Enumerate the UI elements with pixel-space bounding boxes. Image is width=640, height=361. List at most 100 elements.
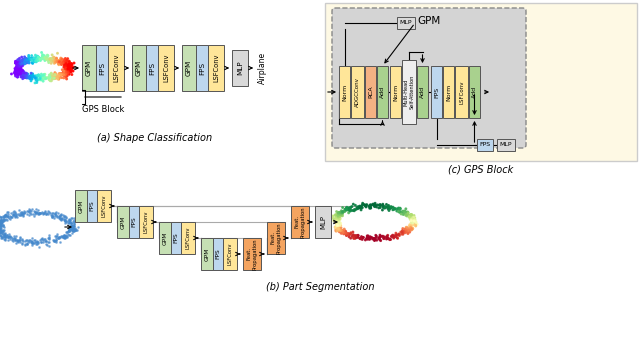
- Point: [13, 212, 23, 217]
- Point: [395, 205, 405, 211]
- Point: [61, 229, 72, 235]
- Point: [330, 225, 340, 230]
- Point: [408, 219, 418, 225]
- Point: [37, 236, 47, 242]
- Point: [346, 230, 356, 236]
- Point: [15, 239, 25, 244]
- Point: [61, 68, 71, 74]
- Point: [331, 216, 341, 221]
- Point: [40, 55, 51, 60]
- Point: [55, 74, 65, 80]
- Point: [67, 61, 77, 66]
- Text: GPM: GPM: [86, 60, 92, 76]
- Point: [340, 231, 351, 236]
- Point: [15, 62, 25, 68]
- Point: [6, 237, 17, 243]
- Point: [51, 56, 61, 62]
- Point: [349, 234, 360, 239]
- Point: [11, 71, 21, 77]
- Point: [51, 75, 61, 81]
- Point: [15, 62, 26, 68]
- Point: [0, 214, 8, 219]
- Point: [67, 230, 77, 236]
- Point: [362, 233, 372, 239]
- Point: [0, 218, 2, 224]
- Point: [55, 71, 65, 77]
- Point: [408, 214, 419, 220]
- Point: [28, 240, 38, 246]
- Point: [332, 220, 342, 226]
- Point: [68, 221, 79, 227]
- Point: [336, 225, 346, 231]
- Point: [19, 59, 29, 65]
- Point: [335, 209, 346, 215]
- Point: [19, 208, 29, 214]
- Point: [17, 73, 27, 79]
- Point: [67, 226, 77, 232]
- Point: [61, 71, 71, 77]
- Point: [334, 223, 344, 229]
- Point: [25, 56, 35, 62]
- Point: [13, 63, 24, 69]
- Point: [401, 224, 412, 230]
- Point: [27, 76, 37, 82]
- Point: [55, 213, 65, 218]
- Point: [14, 68, 24, 74]
- Point: [60, 72, 70, 78]
- Point: [56, 233, 67, 239]
- Point: [0, 219, 5, 225]
- Point: [0, 212, 10, 218]
- Point: [387, 234, 397, 239]
- Point: [377, 234, 387, 239]
- Point: [38, 52, 48, 58]
- Point: [407, 226, 417, 232]
- Point: [408, 218, 419, 224]
- Point: [0, 221, 6, 226]
- Point: [348, 229, 358, 235]
- Point: [3, 213, 13, 218]
- Point: [347, 204, 357, 209]
- Point: [49, 54, 59, 60]
- Point: [0, 217, 3, 223]
- Point: [358, 235, 368, 240]
- Point: [0, 236, 9, 242]
- Point: [58, 70, 68, 76]
- Point: [31, 80, 42, 86]
- Point: [352, 205, 362, 211]
- Point: [17, 212, 27, 218]
- Point: [349, 236, 359, 242]
- Point: [351, 233, 361, 239]
- Point: [10, 211, 20, 217]
- Point: [332, 217, 342, 223]
- Point: [388, 234, 399, 240]
- Point: [62, 67, 72, 73]
- Text: (a) Shape Classification: (a) Shape Classification: [97, 133, 212, 143]
- Point: [37, 55, 47, 60]
- Point: [376, 233, 386, 239]
- Point: [388, 206, 399, 212]
- Point: [330, 217, 340, 223]
- Point: [336, 213, 346, 219]
- Point: [12, 74, 22, 80]
- Point: [24, 209, 35, 215]
- Point: [365, 205, 376, 210]
- Point: [48, 74, 58, 79]
- Point: [17, 76, 28, 82]
- Point: [35, 210, 45, 216]
- Point: [13, 237, 24, 243]
- Point: [392, 235, 403, 241]
- Point: [44, 60, 54, 65]
- Point: [10, 236, 20, 242]
- Point: [64, 218, 74, 224]
- Point: [17, 74, 27, 79]
- Point: [355, 203, 365, 209]
- Point: [381, 201, 392, 207]
- Point: [0, 237, 10, 243]
- Point: [31, 209, 41, 215]
- Point: [10, 213, 20, 218]
- Point: [30, 75, 40, 81]
- Point: [0, 218, 5, 224]
- Point: [24, 56, 35, 61]
- Point: [52, 74, 62, 80]
- Point: [331, 224, 341, 230]
